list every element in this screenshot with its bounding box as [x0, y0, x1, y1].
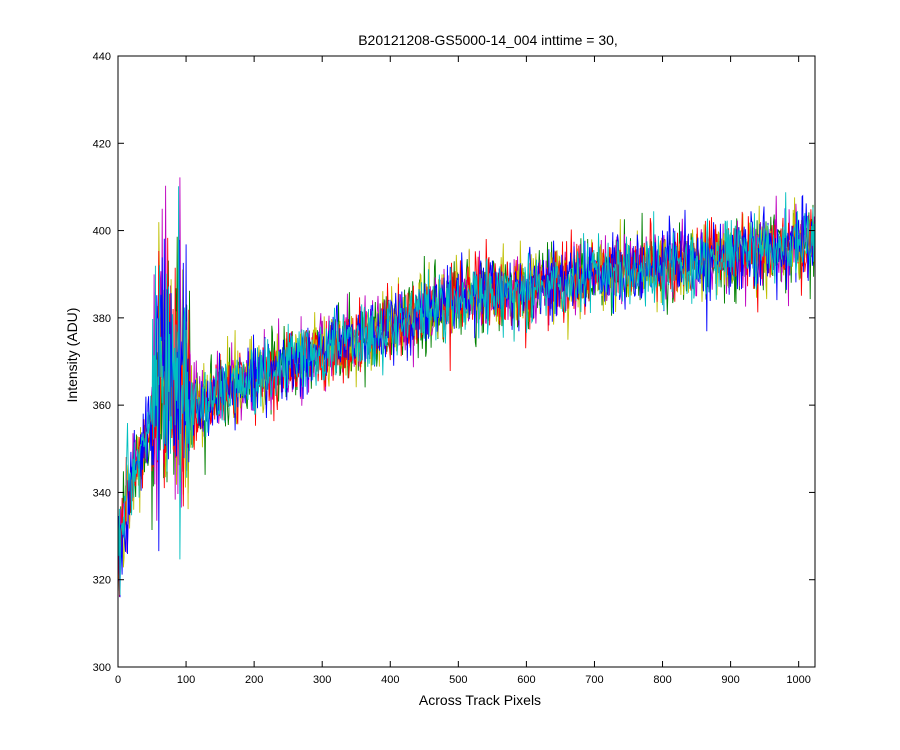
y-tick-label: 380 — [93, 313, 111, 325]
axes: 0 100 200 300 400 500 600 700 800 900 1000 300 320 34… — [93, 51, 816, 686]
x-tick-label: 700 — [585, 674, 603, 686]
series-layer — [117, 177, 816, 598]
x-tick-label: 400 — [381, 674, 399, 686]
x-tick-label: 800 — [653, 674, 671, 686]
y-tick-label: 300 — [93, 662, 111, 674]
x-tick-label: 200 — [245, 674, 263, 686]
y-tick-label: 400 — [93, 226, 111, 238]
x-tick-label: 1000 — [786, 674, 810, 686]
plot-background — [118, 56, 815, 667]
x-tick-label: 500 — [449, 674, 467, 686]
plot-area — [118, 56, 815, 667]
y-tick-label: 440 — [93, 51, 111, 63]
chart-title: B20121208-GS5000-14_004 inttime = 30, — [358, 32, 618, 48]
x-tick-label: 900 — [721, 674, 739, 686]
y-tick-label: 320 — [93, 575, 111, 587]
x-tick-label: 100 — [177, 674, 195, 686]
y-axis-label: Intensity (ADU) — [64, 308, 80, 403]
x-tick-label: 0 — [115, 674, 121, 686]
y-tick-label: 420 — [93, 138, 111, 150]
series-line-1 — [117, 186, 816, 596]
axes-box — [117, 55, 816, 668]
y-tick-label: 340 — [93, 487, 111, 499]
y-tick-label: 360 — [93, 400, 111, 412]
x-tick-label: 600 — [517, 674, 535, 686]
x-tick-label: 300 — [313, 674, 331, 686]
x-axis-label: Across Track Pixels — [419, 692, 541, 708]
